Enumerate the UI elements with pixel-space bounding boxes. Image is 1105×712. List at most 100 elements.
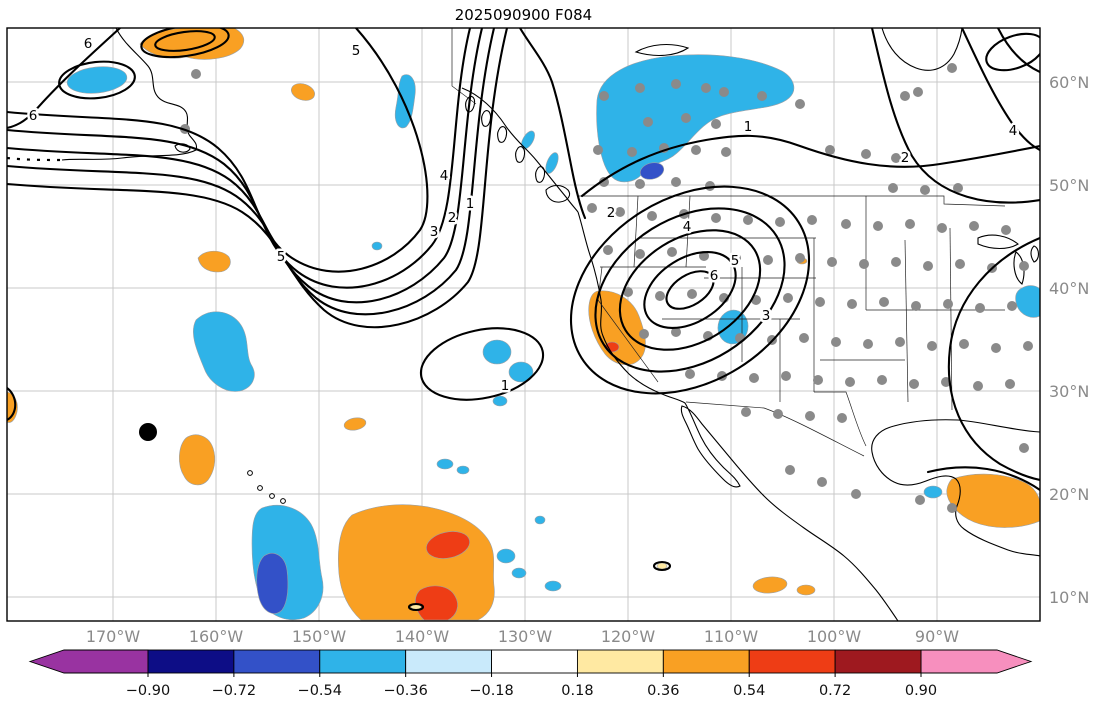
station-dot bbox=[1019, 261, 1029, 271]
station-dot bbox=[909, 379, 919, 389]
contour-ring bbox=[140, 28, 230, 59]
station-dot bbox=[863, 339, 873, 349]
lon-tick-label: 150°W bbox=[292, 627, 347, 646]
lat-tick-label: 40°N bbox=[1049, 279, 1089, 298]
contour-label: 6 bbox=[29, 108, 38, 124]
station-dot bbox=[873, 221, 883, 231]
station-dot bbox=[785, 465, 795, 475]
station-dot bbox=[711, 119, 721, 129]
station-dot bbox=[825, 145, 835, 155]
coastline bbox=[871, 419, 1040, 557]
lat-tick-label: 60°N bbox=[1049, 73, 1089, 92]
station-dot bbox=[807, 215, 817, 225]
border-line bbox=[451, 28, 477, 105]
coastline bbox=[465, 95, 476, 113]
coastline bbox=[577, 211, 899, 621]
anomaly-region bbox=[179, 434, 216, 486]
colorbar-tick-label: 0.18 bbox=[561, 683, 593, 699]
station-dot bbox=[905, 219, 915, 229]
station-dot bbox=[749, 373, 759, 383]
station-dot bbox=[741, 407, 751, 417]
coastline bbox=[535, 166, 546, 183]
colorbar-tick-label: −0.54 bbox=[298, 683, 342, 699]
aleutian-islands bbox=[7, 156, 63, 162]
station-dot bbox=[991, 343, 1001, 353]
border-line bbox=[949, 227, 953, 411]
contour-label: 5 bbox=[352, 43, 361, 59]
contour-ring bbox=[665, 270, 715, 310]
station-dot bbox=[781, 371, 791, 381]
colorbar-segment bbox=[405, 649, 493, 674]
station-dot bbox=[1023, 341, 1033, 351]
station-dot bbox=[975, 303, 985, 313]
station-dot bbox=[671, 79, 681, 89]
anomaly-region bbox=[752, 576, 788, 594]
station-dot bbox=[859, 259, 869, 269]
colorbar-tick-label: −0.36 bbox=[383, 683, 427, 699]
contour-ring bbox=[618, 229, 762, 351]
contour-ring bbox=[58, 60, 136, 100]
contour-label: 4 bbox=[683, 219, 692, 235]
station-dot bbox=[841, 219, 851, 229]
station-dot bbox=[795, 99, 805, 109]
grid-lines bbox=[7, 28, 1040, 621]
station-dot bbox=[719, 87, 729, 97]
anomaly-region bbox=[291, 83, 315, 101]
contour-ring bbox=[985, 32, 1040, 72]
contour-lines bbox=[7, 28, 1040, 612]
station-dot bbox=[891, 153, 901, 163]
contour-ring bbox=[154, 30, 216, 52]
anomaly-region bbox=[371, 241, 383, 251]
border-line bbox=[904, 239, 909, 403]
lon-tick-label: 90°W bbox=[915, 627, 959, 646]
colorbar-left-arrow bbox=[28, 649, 149, 674]
station-dot bbox=[851, 489, 861, 499]
station-dot bbox=[927, 341, 937, 351]
contour-ring bbox=[569, 185, 811, 395]
station-dot bbox=[895, 337, 905, 347]
station-dot bbox=[879, 297, 889, 307]
station-dot bbox=[635, 83, 645, 93]
colorbar-tick-label: 0.54 bbox=[733, 683, 765, 699]
contour-line bbox=[7, 28, 122, 130]
anomaly-region bbox=[343, 417, 367, 431]
station-dot bbox=[969, 221, 979, 231]
latitude-tick-labels: 60°N 50°N 40°N 30°N 20°N 10°N bbox=[1049, 73, 1089, 607]
contour-ring bbox=[419, 327, 545, 401]
anomaly-region bbox=[588, 290, 646, 366]
station-dot bbox=[773, 409, 783, 419]
station-dot bbox=[959, 339, 969, 349]
anomaly-region bbox=[66, 66, 128, 94]
plot-title: 2025090900 F084 bbox=[454, 6, 593, 24]
contour-label: 2 bbox=[607, 205, 616, 221]
station-dot bbox=[627, 147, 637, 157]
station-dots bbox=[180, 63, 1033, 513]
hawaii-island bbox=[269, 493, 275, 499]
contour-label: 3 bbox=[762, 308, 771, 324]
colorbar-tick-label: −0.72 bbox=[212, 683, 256, 699]
anomaly-region bbox=[946, 473, 1040, 528]
lon-tick-label: 140°W bbox=[395, 627, 450, 646]
contour-ring bbox=[407, 602, 425, 612]
station-dot bbox=[643, 117, 653, 127]
contour-line bbox=[7, 386, 17, 422]
contour-label: 6 bbox=[710, 268, 719, 284]
anomaly-region bbox=[193, 311, 255, 392]
station-dot bbox=[913, 87, 923, 97]
contour-label: 2 bbox=[448, 210, 457, 226]
station-dot bbox=[721, 147, 731, 157]
anomaly-region bbox=[256, 552, 289, 614]
station-dot bbox=[1007, 301, 1017, 311]
contour-line bbox=[870, 28, 1040, 204]
lon-tick-label: 120°W bbox=[601, 627, 656, 646]
coastline bbox=[634, 43, 690, 57]
lon-tick-label: 130°W bbox=[498, 627, 553, 646]
colorbar-segment bbox=[147, 649, 235, 674]
colorbar-segment bbox=[748, 649, 836, 674]
station-dot bbox=[603, 245, 613, 255]
anomaly-region bbox=[923, 485, 943, 499]
storm-dot bbox=[139, 423, 157, 441]
